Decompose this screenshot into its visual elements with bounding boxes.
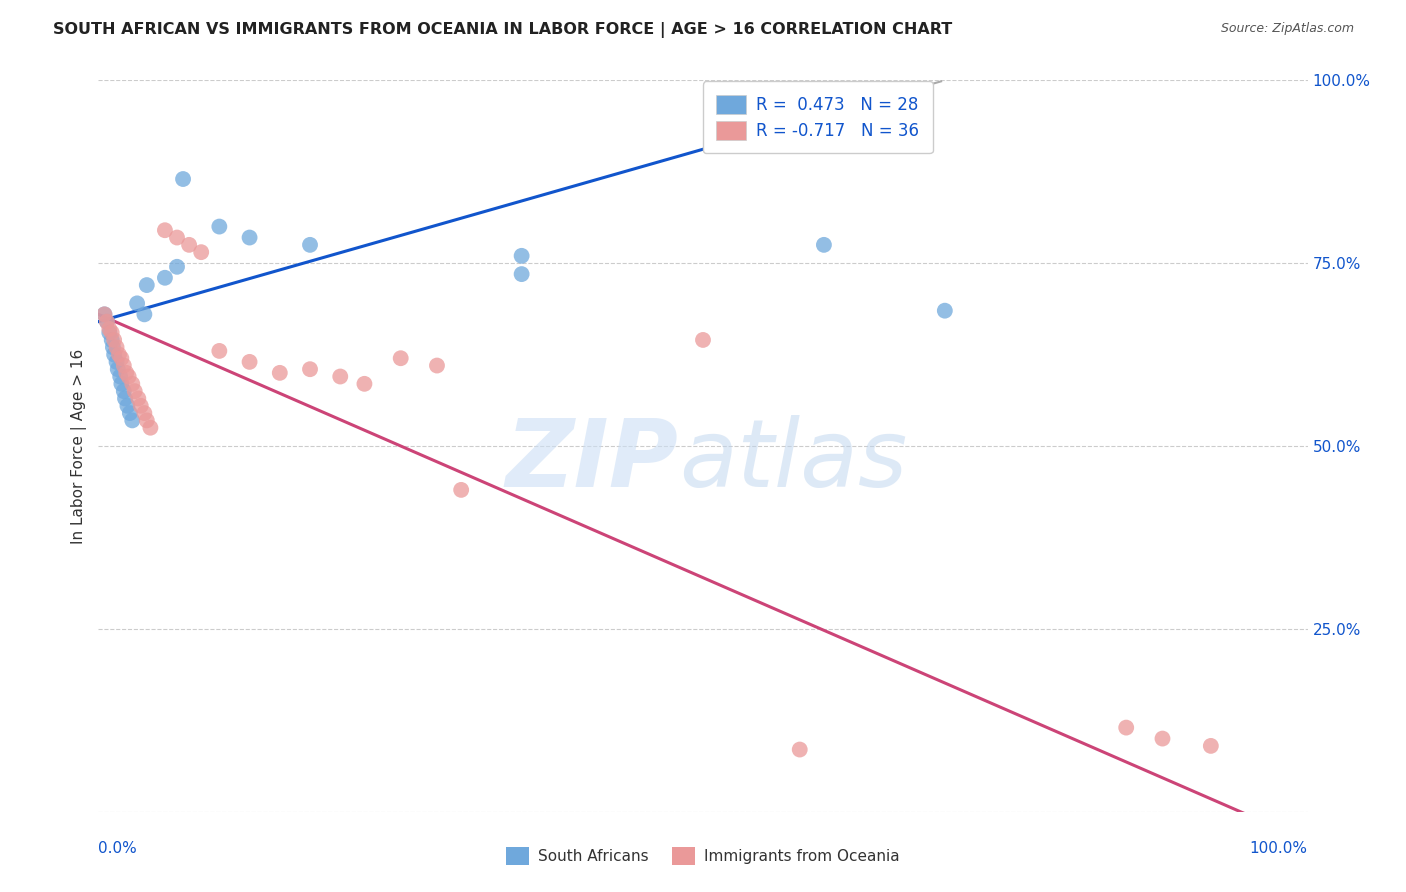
Point bbox=[135, 413, 157, 427]
Point bbox=[98, 322, 121, 336]
Legend: South Africans, Immigrants from Oceania: South Africans, Immigrants from Oceania bbox=[501, 841, 905, 871]
Point bbox=[269, 366, 291, 380]
Point bbox=[426, 359, 449, 373]
Text: 100.0%: 100.0% bbox=[1250, 841, 1308, 856]
Legend: R =  0.473   N = 28, R = -0.717   N = 36: R = 0.473 N = 28, R = -0.717 N = 36 bbox=[703, 81, 932, 153]
Point bbox=[153, 223, 176, 237]
Point bbox=[813, 237, 835, 252]
Point bbox=[96, 315, 118, 329]
Point bbox=[93, 307, 115, 321]
Point bbox=[1115, 721, 1137, 735]
Point bbox=[115, 366, 138, 380]
Point bbox=[110, 351, 132, 366]
Point bbox=[190, 245, 212, 260]
Text: 0.0%: 0.0% bbox=[98, 841, 138, 856]
Point bbox=[105, 355, 128, 369]
Point bbox=[112, 384, 135, 399]
Point bbox=[510, 249, 533, 263]
Point bbox=[124, 384, 146, 399]
Point bbox=[299, 237, 322, 252]
Point bbox=[98, 326, 121, 340]
Point bbox=[239, 230, 262, 244]
Point bbox=[692, 333, 714, 347]
Point bbox=[1152, 731, 1174, 746]
Point bbox=[135, 278, 157, 293]
Point bbox=[450, 483, 472, 497]
Point bbox=[134, 406, 156, 420]
Point bbox=[127, 296, 149, 310]
Point bbox=[127, 392, 149, 406]
Point bbox=[239, 355, 262, 369]
Point bbox=[389, 351, 412, 366]
Point bbox=[93, 307, 115, 321]
Point bbox=[101, 340, 124, 354]
Point bbox=[134, 307, 156, 321]
Point bbox=[208, 343, 231, 358]
Point bbox=[510, 267, 533, 281]
Point bbox=[118, 369, 141, 384]
Point bbox=[353, 376, 375, 391]
Point bbox=[121, 413, 143, 427]
Point bbox=[934, 303, 956, 318]
Text: Source: ZipAtlas.com: Source: ZipAtlas.com bbox=[1220, 22, 1354, 36]
Point bbox=[107, 362, 129, 376]
Y-axis label: In Labor Force | Age > 16: In Labor Force | Age > 16 bbox=[72, 349, 87, 543]
Point bbox=[139, 421, 162, 435]
Point bbox=[100, 333, 122, 347]
Point bbox=[108, 369, 131, 384]
Point bbox=[100, 326, 122, 340]
Point bbox=[114, 392, 136, 406]
Point bbox=[110, 376, 132, 391]
Text: SOUTH AFRICAN VS IMMIGRANTS FROM OCEANIA IN LABOR FORCE | AGE > 16 CORRELATION C: SOUTH AFRICAN VS IMMIGRANTS FROM OCEANIA… bbox=[53, 22, 953, 38]
Point bbox=[117, 399, 139, 413]
Point bbox=[108, 347, 131, 362]
Point bbox=[1199, 739, 1222, 753]
Point bbox=[112, 359, 135, 373]
Point bbox=[129, 399, 152, 413]
Point bbox=[172, 172, 194, 186]
Text: ZIP: ZIP bbox=[506, 415, 679, 507]
Point bbox=[166, 260, 188, 274]
Point bbox=[166, 230, 188, 244]
Point bbox=[153, 270, 176, 285]
Point bbox=[103, 347, 125, 362]
Text: atlas: atlas bbox=[679, 415, 907, 506]
Point bbox=[118, 406, 141, 420]
Point bbox=[96, 315, 118, 329]
Point bbox=[789, 742, 811, 756]
Point bbox=[121, 376, 143, 391]
Point bbox=[179, 237, 201, 252]
Point bbox=[105, 340, 128, 354]
Point bbox=[208, 219, 231, 234]
Point bbox=[299, 362, 322, 376]
Point bbox=[103, 333, 125, 347]
Point bbox=[329, 369, 352, 384]
